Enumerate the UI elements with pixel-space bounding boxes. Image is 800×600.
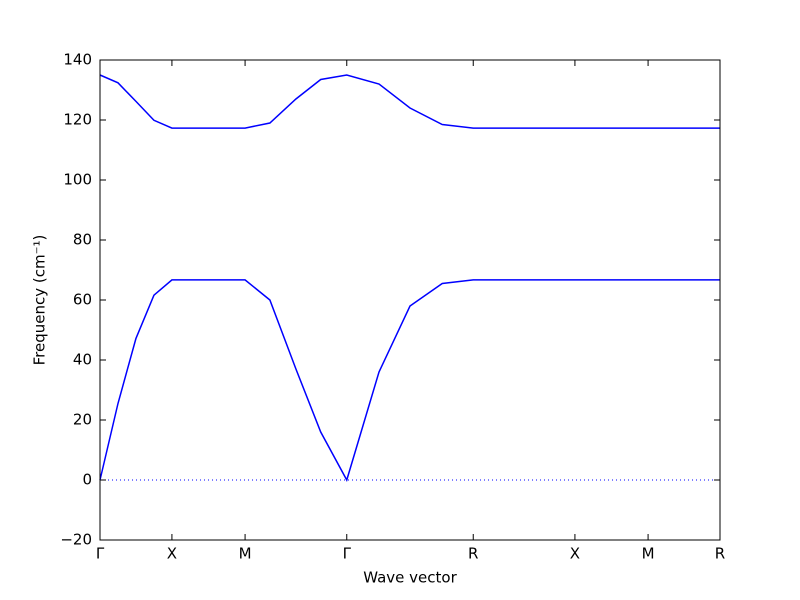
y-tick-label: −20 xyxy=(60,531,92,549)
x-tick-label: R xyxy=(468,545,478,563)
x-tick-label: X xyxy=(570,545,580,563)
y-tick-label: 0 xyxy=(82,471,92,489)
y-tick-label: 100 xyxy=(63,171,92,189)
y-tick-label: 80 xyxy=(73,231,92,249)
band-line xyxy=(99,279,720,482)
y-tick-label: 140 xyxy=(63,51,92,69)
x-axis-label: Wave vector xyxy=(363,569,457,587)
x-tick-label: M xyxy=(239,545,252,563)
y-tick-label: 120 xyxy=(63,111,92,129)
y-tick-label: 60 xyxy=(73,291,92,309)
y-axis-label: Frequency (cm⁻¹) xyxy=(31,235,49,366)
x-tick-label: R xyxy=(715,545,725,563)
band-line xyxy=(99,74,720,129)
x-tick-label: X xyxy=(167,545,177,563)
y-tick-label: 40 xyxy=(73,351,92,369)
x-tick-label: Γ xyxy=(343,545,352,563)
x-tick-label: M xyxy=(642,545,655,563)
plot-frame xyxy=(99,59,721,541)
y-tick-label: 20 xyxy=(73,411,92,429)
x-tick-label: Γ xyxy=(96,545,105,563)
